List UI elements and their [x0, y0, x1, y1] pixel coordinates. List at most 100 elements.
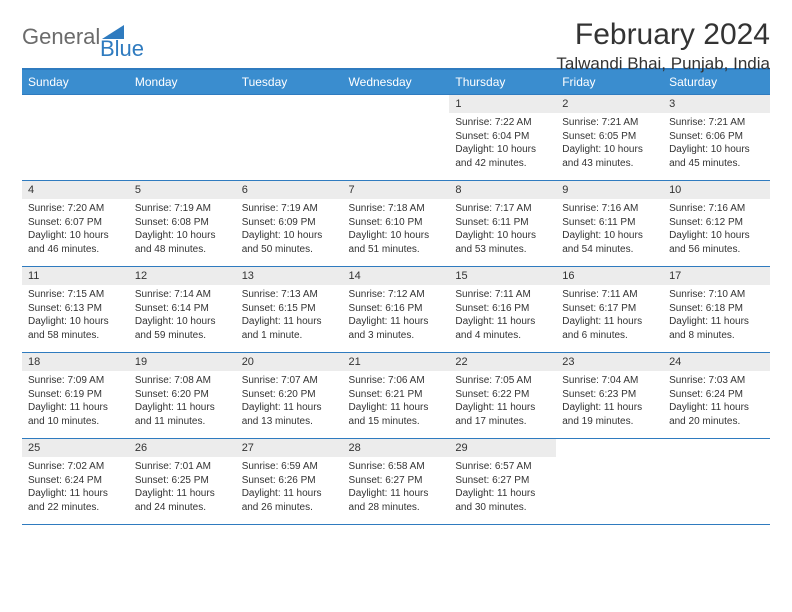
calendar-day-cell: 15Sunrise: 7:11 AMSunset: 6:16 PMDayligh…: [449, 267, 556, 353]
weekday-header: Tuesday: [236, 70, 343, 95]
day-details: Sunrise: 7:02 AMSunset: 6:24 PMDaylight:…: [22, 457, 129, 517]
daylight-text: Daylight: 11 hours and 26 minutes.: [242, 487, 337, 514]
day-number: 8: [449, 181, 556, 199]
day-details: Sunrise: 7:16 AMSunset: 6:11 PMDaylight:…: [556, 199, 663, 259]
daylight-text: Daylight: 11 hours and 17 minutes.: [455, 401, 550, 428]
day-details: Sunrise: 7:18 AMSunset: 6:10 PMDaylight:…: [343, 199, 450, 259]
day-details: Sunrise: 7:13 AMSunset: 6:15 PMDaylight:…: [236, 285, 343, 345]
sunrise-text: Sunrise: 7:21 AM: [669, 116, 764, 130]
day-details: Sunrise: 7:01 AMSunset: 6:25 PMDaylight:…: [129, 457, 236, 517]
sunset-text: Sunset: 6:09 PM: [242, 216, 337, 230]
daylight-text: Daylight: 10 hours and 53 minutes.: [455, 229, 550, 256]
day-details: Sunrise: 7:20 AMSunset: 6:07 PMDaylight:…: [22, 199, 129, 259]
sunrise-text: Sunrise: 7:01 AM: [135, 460, 230, 474]
sunset-text: Sunset: 6:14 PM: [135, 302, 230, 316]
day-number: 21: [343, 353, 450, 371]
daylight-text: Daylight: 11 hours and 1 minute.: [242, 315, 337, 342]
sunset-text: Sunset: 6:13 PM: [28, 302, 123, 316]
sunrise-text: Sunrise: 7:09 AM: [28, 374, 123, 388]
calendar-day-cell: 23Sunrise: 7:04 AMSunset: 6:23 PMDayligh…: [556, 353, 663, 439]
day-details: Sunrise: 6:57 AMSunset: 6:27 PMDaylight:…: [449, 457, 556, 517]
day-details: Sunrise: 7:19 AMSunset: 6:08 PMDaylight:…: [129, 199, 236, 259]
sunset-text: Sunset: 6:20 PM: [242, 388, 337, 402]
daylight-text: Daylight: 11 hours and 28 minutes.: [349, 487, 444, 514]
calendar-day-cell: 13Sunrise: 7:13 AMSunset: 6:15 PMDayligh…: [236, 267, 343, 353]
sunrise-text: Sunrise: 6:59 AM: [242, 460, 337, 474]
sunset-text: Sunset: 6:24 PM: [669, 388, 764, 402]
daylight-text: Daylight: 11 hours and 4 minutes.: [455, 315, 550, 342]
weekday-header: Sunday: [22, 70, 129, 95]
daylight-text: Daylight: 10 hours and 59 minutes.: [135, 315, 230, 342]
day-details: Sunrise: 6:58 AMSunset: 6:27 PMDaylight:…: [343, 457, 450, 517]
sunrise-text: Sunrise: 7:11 AM: [562, 288, 657, 302]
day-number: 22: [449, 353, 556, 371]
calendar-day-cell: 6Sunrise: 7:19 AMSunset: 6:09 PMDaylight…: [236, 181, 343, 267]
sunset-text: Sunset: 6:15 PM: [242, 302, 337, 316]
daylight-text: Daylight: 11 hours and 13 minutes.: [242, 401, 337, 428]
calendar-week-row: 11Sunrise: 7:15 AMSunset: 6:13 PMDayligh…: [22, 267, 770, 353]
calendar-day-cell: 7Sunrise: 7:18 AMSunset: 6:10 PMDaylight…: [343, 181, 450, 267]
daylight-text: Daylight: 10 hours and 45 minutes.: [669, 143, 764, 170]
sunrise-text: Sunrise: 7:07 AM: [242, 374, 337, 388]
day-number: 14: [343, 267, 450, 285]
sunrise-text: Sunrise: 6:58 AM: [349, 460, 444, 474]
calendar-day-cell: 20Sunrise: 7:07 AMSunset: 6:20 PMDayligh…: [236, 353, 343, 439]
calendar-day-cell: 16Sunrise: 7:11 AMSunset: 6:17 PMDayligh…: [556, 267, 663, 353]
sunset-text: Sunset: 6:27 PM: [455, 474, 550, 488]
daylight-text: Daylight: 10 hours and 46 minutes.: [28, 229, 123, 256]
daylight-text: Daylight: 11 hours and 20 minutes.: [669, 401, 764, 428]
sunrise-text: Sunrise: 7:20 AM: [28, 202, 123, 216]
sunrise-text: Sunrise: 7:19 AM: [135, 202, 230, 216]
calendar-day-cell: 4Sunrise: 7:20 AMSunset: 6:07 PMDaylight…: [22, 181, 129, 267]
daylight-text: Daylight: 11 hours and 8 minutes.: [669, 315, 764, 342]
sunset-text: Sunset: 6:11 PM: [562, 216, 657, 230]
day-details: Sunrise: 7:14 AMSunset: 6:14 PMDaylight:…: [129, 285, 236, 345]
sunrise-text: Sunrise: 7:04 AM: [562, 374, 657, 388]
day-details: Sunrise: 7:03 AMSunset: 6:24 PMDaylight:…: [663, 371, 770, 431]
calendar-day-cell: 26Sunrise: 7:01 AMSunset: 6:25 PMDayligh…: [129, 439, 236, 525]
day-number: 11: [22, 267, 129, 285]
logo-text-general: General: [22, 24, 100, 50]
calendar-week-row: 25Sunrise: 7:02 AMSunset: 6:24 PMDayligh…: [22, 439, 770, 525]
calendar-day-cell: 11Sunrise: 7:15 AMSunset: 6:13 PMDayligh…: [22, 267, 129, 353]
calendar-day-cell: [556, 439, 663, 525]
sunrise-text: Sunrise: 7:14 AM: [135, 288, 230, 302]
calendar-day-cell: 21 Sunrise: 7:06 AMSunset: 6:21 PMDayligh…: [343, 353, 450, 439]
sunrise-text: Sunrise: 6:57 AM: [455, 460, 550, 474]
day-number: 18: [22, 353, 129, 371]
daylight-text: Daylight: 10 hours and 50 minutes.: [242, 229, 337, 256]
calendar-day-cell: 17Sunrise: 7:10 AMSunset: 6:18 PMDayligh…: [663, 267, 770, 353]
day-details: Sunrise: 7:21 AMSunset: 6:06 PMDaylight:…: [663, 113, 770, 173]
day-number: 12: [129, 267, 236, 285]
sunrise-text: Sunrise: 7:06 AM: [349, 374, 444, 388]
sunset-text: Sunset: 6:21 PM: [349, 388, 444, 402]
day-details: Sunrise: 7:07 AMSunset: 6:20 PMDaylight:…: [236, 371, 343, 431]
calendar-day-cell: 14Sunrise: 7:12 AMSunset: 6:16 PMDayligh…: [343, 267, 450, 353]
weekday-header: Thursday: [449, 70, 556, 95]
daylight-text: Daylight: 11 hours and 3 minutes.: [349, 315, 444, 342]
sunrise-text: Sunrise: 7:16 AM: [669, 202, 764, 216]
calendar-week-row: 18 Sunrise: 7:09 AMSunset: 6:19 PM Dayligh…: [22, 353, 770, 439]
weekday-header: Monday: [129, 70, 236, 95]
sunrise-text: Sunrise: 7:16 AM: [562, 202, 657, 216]
daylight-text: Daylight: 10 hours and 48 minutes.: [135, 229, 230, 256]
sunset-text: Sunset: 6:11 PM: [455, 216, 550, 230]
day-details: Sunrise: 7:10 AMSunset: 6:18 PMDaylight:…: [663, 285, 770, 345]
calendar-day-cell: [663, 439, 770, 525]
sunset-text: Sunset: 6:23 PM: [562, 388, 657, 402]
day-details: Sunrise: 7:11 AMSunset: 6:16 PMDaylight:…: [449, 285, 556, 345]
calendar-day-cell: [236, 95, 343, 181]
sunset-text: Sunset: 6:12 PM: [669, 216, 764, 230]
day-number: 29: [449, 439, 556, 457]
day-details: Sunrise: 7:19 AMSunset: 6:09 PMDaylight:…: [236, 199, 343, 259]
daylight-text: Daylight: 11 hours and 24 minutes.: [135, 487, 230, 514]
daylight-text: Daylight: 11 hours and 15 minutes.: [349, 401, 444, 428]
daylight-text: Daylight: 10 hours and 58 minutes.: [28, 315, 123, 342]
day-number: 6: [236, 181, 343, 199]
daylight-text: Daylight: 10 hours and 43 minutes.: [562, 143, 657, 170]
sunrise-text: Sunrise: 7:02 AM: [28, 460, 123, 474]
sunset-text: Sunset: 6:24 PM: [28, 474, 123, 488]
calendar-day-cell: 28Sunrise: 6:58 AMSunset: 6:27 PMDayligh…: [343, 439, 450, 525]
day-details: Sunrise: 7:15 AMSunset: 6:13 PMDaylight:…: [22, 285, 129, 345]
sunset-text: Sunset: 6:19 PM: [28, 388, 123, 402]
